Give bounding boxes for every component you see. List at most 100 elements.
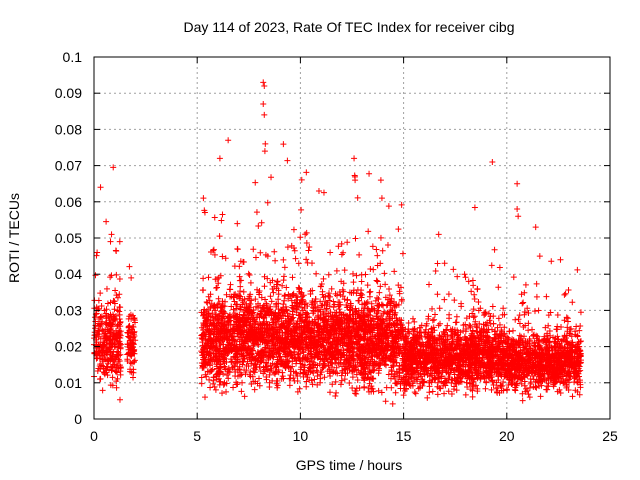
data-point (353, 328, 360, 335)
data-point (317, 298, 324, 305)
data-point (347, 300, 354, 307)
data-point (97, 361, 104, 368)
data-point (117, 364, 124, 371)
data-point (252, 320, 259, 327)
data-point (116, 291, 123, 298)
data-point (382, 398, 389, 405)
data-point (382, 281, 389, 288)
data-point (262, 350, 269, 357)
data-point (411, 318, 418, 325)
data-point (328, 285, 335, 292)
data-point (103, 363, 110, 370)
data-point (346, 289, 353, 296)
data-point (330, 304, 337, 311)
data-point (469, 310, 476, 317)
data-point (462, 391, 469, 398)
data-point (219, 314, 226, 321)
data-point (278, 307, 285, 314)
data-point (242, 371, 249, 378)
data-point (462, 274, 469, 281)
data-point (244, 309, 251, 316)
data-point (213, 284, 220, 291)
data-point (286, 382, 293, 389)
data-point (381, 270, 388, 277)
data-point (201, 394, 208, 401)
data-point (292, 255, 299, 262)
data-point (263, 318, 270, 325)
data-point (349, 348, 356, 355)
data-point (258, 294, 265, 301)
data-point (471, 291, 478, 298)
data-point (391, 299, 398, 306)
data-point (392, 389, 399, 396)
data-point (131, 350, 138, 357)
data-point (429, 317, 436, 324)
data-point (353, 290, 360, 297)
data-point (267, 303, 274, 310)
data-point (293, 323, 300, 330)
data-point (124, 357, 131, 364)
data-point (219, 253, 226, 260)
data-point (94, 354, 101, 361)
data-point (202, 333, 209, 340)
data-point (482, 385, 489, 392)
data-point (99, 387, 106, 394)
data-point (261, 283, 268, 290)
data-point (431, 316, 438, 323)
data-point (199, 352, 206, 359)
data-point (240, 288, 247, 295)
data-point (103, 313, 110, 320)
data-point (380, 317, 387, 324)
data-point (295, 260, 302, 267)
data-point (213, 284, 220, 291)
data-point (412, 390, 419, 397)
data-point (250, 246, 257, 253)
data-point (282, 329, 289, 336)
data-point (323, 356, 330, 363)
data-point (340, 280, 347, 287)
data-point (113, 292, 120, 299)
data-point (268, 365, 275, 372)
data-point (468, 288, 475, 295)
data-point (270, 336, 277, 343)
data-point (429, 305, 436, 312)
data-point (97, 290, 104, 297)
data-point (247, 279, 254, 286)
data-point (280, 256, 287, 263)
data-point (436, 305, 443, 312)
data-point (217, 364, 224, 371)
data-point (251, 362, 258, 369)
data-point (126, 337, 133, 344)
data-point (330, 298, 337, 305)
data-point (338, 240, 345, 247)
data-point (211, 214, 218, 221)
data-point (231, 298, 238, 305)
data-point (369, 375, 376, 382)
data-point (207, 336, 214, 343)
data-point (309, 319, 316, 326)
data-point (225, 333, 232, 340)
data-point (271, 370, 278, 377)
data-point (218, 315, 225, 322)
data-point (233, 381, 240, 388)
data-point (91, 329, 98, 336)
data-point (256, 351, 263, 358)
data-point (311, 376, 318, 383)
data-point (337, 359, 344, 366)
data-point (222, 255, 229, 262)
data-point (113, 384, 120, 391)
data-point (374, 294, 381, 301)
data-point (205, 274, 212, 281)
data-point (198, 380, 205, 387)
data-point (322, 316, 329, 323)
data-point (322, 293, 329, 300)
data-point (95, 323, 102, 330)
data-point (377, 283, 384, 290)
data-point (355, 307, 362, 314)
data-point (344, 313, 351, 320)
data-point (104, 372, 111, 379)
data-point (496, 264, 503, 271)
data-point (257, 249, 264, 256)
data-point (225, 375, 232, 382)
data-point (236, 263, 243, 270)
